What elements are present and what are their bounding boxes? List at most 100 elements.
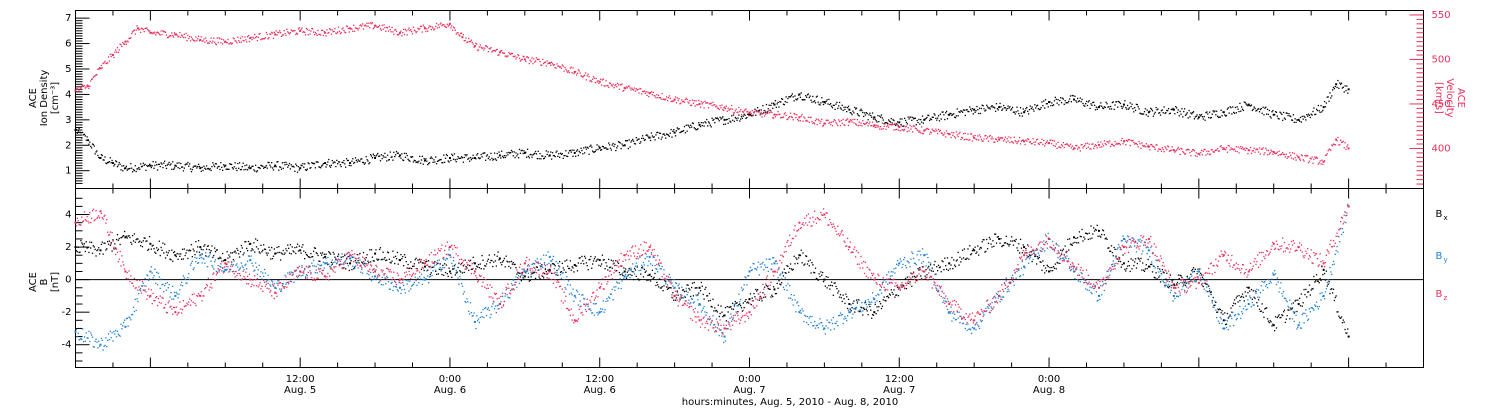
- bx-dot: [984, 251, 986, 253]
- velocity-dot: [509, 53, 511, 55]
- velocity-dot: [427, 30, 429, 32]
- bx-dot: [385, 259, 387, 262]
- density-dot: [393, 151, 395, 153]
- bx-dot: [130, 241, 132, 244]
- density-dot: [785, 96, 787, 98]
- bx-dot: [1107, 247, 1109, 249]
- density-dot: [462, 161, 465, 163]
- bx-dot: [546, 273, 548, 275]
- bx-point: [149, 242, 152, 245]
- velocity-dot: [922, 133, 925, 135]
- by-dot: [361, 272, 364, 274]
- by-dot: [81, 338, 83, 341]
- bx-dot: [830, 281, 833, 283]
- bx-dot: [904, 277, 907, 280]
- velocity-dot: [487, 50, 489, 53]
- density-dot: [748, 113, 750, 115]
- velocity-dot: [532, 62, 534, 65]
- velocity-dot: [1080, 144, 1082, 146]
- velocity-dot: [476, 43, 478, 45]
- bx-dot: [1222, 313, 1224, 315]
- velocity-dot: [500, 50, 502, 52]
- bx-dot: [1119, 260, 1122, 263]
- density-dot: [1130, 105, 1132, 108]
- velocity-point: [399, 31, 402, 34]
- velocity-dot: [1234, 150, 1237, 152]
- bx-dot: [1109, 250, 1112, 253]
- density-dot: [1143, 110, 1146, 113]
- bx-dot: [305, 253, 308, 256]
- velocity-dot: [1323, 160, 1326, 162]
- velocity-dot: [1191, 150, 1193, 153]
- density-dot: [1169, 112, 1172, 114]
- velocity-dot: [578, 70, 580, 72]
- bx-dot: [912, 271, 915, 273]
- velocity-dot: [940, 132, 942, 134]
- density-dot: [537, 150, 539, 152]
- velocity-dot: [1146, 146, 1148, 148]
- bx-dot: [965, 258, 967, 260]
- density-dot: [1052, 104, 1054, 107]
- bx-dot: [280, 252, 283, 254]
- density-dot: [566, 155, 568, 157]
- density-dot: [861, 109, 863, 112]
- bx-dot: [817, 279, 819, 281]
- velocity-dot: [1020, 140, 1023, 142]
- velocity-dot: [863, 122, 865, 125]
- density-dot: [846, 110, 848, 113]
- bx-dot: [1060, 249, 1062, 251]
- density-dot: [380, 154, 382, 156]
- velocity-dot: [463, 40, 465, 42]
- velocity-dot: [480, 46, 482, 48]
- density-dot: [854, 108, 857, 110]
- density-dot: [408, 159, 410, 162]
- velocity-dot: [304, 31, 306, 34]
- density-dot: [80, 132, 82, 134]
- velocity-dot: [1185, 149, 1188, 151]
- velocity-dot: [141, 28, 144, 30]
- bx-dot: [452, 268, 455, 270]
- bx-dot: [829, 288, 831, 290]
- bx-dot: [853, 300, 855, 302]
- velocity-dot: [215, 43, 218, 46]
- velocity-dot: [131, 31, 134, 33]
- density-dot: [1269, 115, 1271, 118]
- velocity-dot: [526, 56, 528, 58]
- density-dot: [779, 101, 781, 103]
- bx-point: [1048, 270, 1051, 273]
- density-dot: [720, 118, 722, 120]
- bx-dot: [1260, 310, 1262, 312]
- velocity-dot: [204, 41, 206, 43]
- bx-dot: [731, 308, 733, 310]
- bx-dot: [679, 299, 681, 301]
- bx-dot: [337, 255, 339, 258]
- bx-dot: [696, 287, 698, 289]
- velocity-dot: [910, 128, 912, 130]
- velocity-dot: [1215, 149, 1217, 151]
- density-dot: [221, 166, 223, 169]
- bx-dot: [989, 238, 991, 240]
- bx-dot: [672, 292, 674, 294]
- velocity-dot: [932, 129, 934, 132]
- bx-dot: [738, 304, 740, 306]
- by-dot: [100, 337, 103, 340]
- bx-dot: [832, 294, 835, 296]
- bx-point: [623, 270, 626, 273]
- density-dot: [300, 164, 302, 166]
- bx-dot: [1066, 250, 1068, 253]
- bx-dot: [354, 260, 357, 262]
- density-dot: [868, 114, 870, 116]
- bx-dot: [616, 270, 618, 272]
- density-dot: [417, 161, 419, 164]
- velocity-dot: [146, 27, 148, 29]
- velocity-point: [623, 86, 626, 89]
- density-dot: [1186, 112, 1188, 114]
- bx-dot: [156, 247, 158, 249]
- velocity-dot: [247, 34, 250, 37]
- bx-dot: [345, 257, 348, 260]
- velocity-dot: [234, 40, 236, 42]
- bx-dot: [304, 258, 306, 260]
- bx-dot: [731, 302, 734, 305]
- by-dot: [361, 268, 363, 271]
- velocity-dot: [642, 90, 645, 93]
